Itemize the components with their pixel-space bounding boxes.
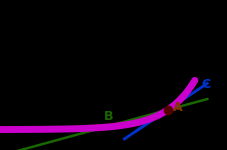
Text: B: B	[103, 110, 113, 123]
Text: C: C	[200, 78, 209, 91]
Text: A: A	[172, 101, 182, 114]
